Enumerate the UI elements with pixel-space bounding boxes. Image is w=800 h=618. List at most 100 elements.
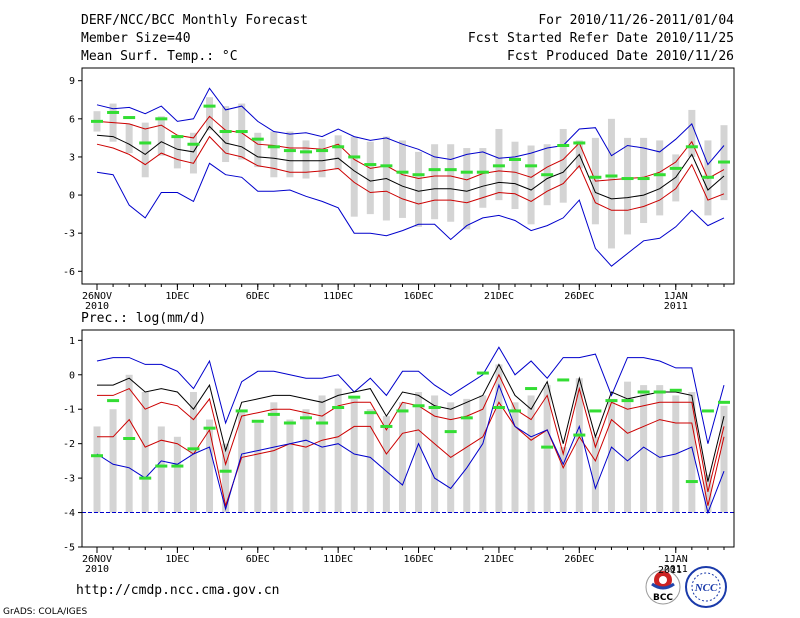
x-tick-label: 11DEC (323, 291, 353, 302)
ensemble-box-5 (157, 116, 165, 156)
x-tick-label: 26DEC (564, 291, 594, 302)
y-tick-label: 0 (69, 370, 75, 381)
x-tick-label: 6DEC (246, 554, 270, 565)
series-max-line (96, 346, 725, 444)
ncc-logo: NCC (685, 566, 727, 608)
series-max-line (96, 87, 725, 166)
ensemble-box-35 (640, 385, 648, 513)
y-tick-label: -1 (63, 405, 75, 416)
x-tick-label: 26NOV (82, 291, 112, 302)
ensemble-box-12 (270, 402, 278, 513)
plot-frame (81, 329, 735, 548)
ensemble-box-22 (431, 395, 439, 513)
ensemble-box-21 (415, 151, 423, 227)
ensemble-box-33 (607, 398, 615, 513)
series-p75-line (97, 373, 725, 493)
ensemble-box-25 (479, 148, 487, 208)
ensemble-box-24 (463, 148, 471, 230)
ensemble-box-20 (398, 140, 406, 218)
x-tick-label: 1DEC (165, 554, 189, 565)
footer-url[interactable]: http://cmdp.ncc.cma.gov.cn (76, 583, 280, 598)
ensemble-box-33 (607, 118, 615, 249)
series-p75-line (96, 115, 725, 182)
ensemble-box-4 (141, 122, 149, 178)
ensemble-box-16 (334, 135, 342, 170)
series-p25-line (97, 401, 725, 508)
header-start-date: Fcst Started Refer Date 2010/11/25 (468, 31, 734, 46)
x-tick-label: 16DEC (403, 554, 433, 565)
ensemble-box-8 (206, 419, 214, 513)
ensemble-box-6 (173, 136, 181, 169)
ensemble-box-28 (527, 145, 535, 225)
x-tick-year: 2010 (85, 564, 109, 575)
x-tick-label: 11DEC (323, 554, 353, 565)
ensemble-box-16 (334, 388, 342, 513)
ensemble-box-12 (270, 131, 278, 178)
ensemble-box-30 (559, 447, 567, 513)
ensemble-box-30 (559, 128, 567, 203)
ensemble-box-15 (318, 395, 326, 513)
series-min-line (96, 162, 725, 267)
ensemble-box-19 (382, 416, 390, 513)
ensemble-box-27 (511, 141, 519, 210)
ensemble-box-36 (656, 140, 664, 216)
x-tick-label: 16DEC (403, 291, 433, 302)
ncc-logo-text: NCC (694, 582, 718, 594)
ensemble-box-20 (398, 402, 406, 513)
x-tick-label: 21DEC (484, 291, 514, 302)
x-tick-label: 1JAN (664, 554, 688, 565)
ensemble-box-35 (640, 137, 648, 224)
ensemble-box-26 (495, 364, 503, 513)
series-median-line (96, 125, 725, 200)
ensemble-box-23 (447, 144, 455, 222)
ensemble-box-4 (141, 392, 149, 513)
plot-frame (81, 67, 735, 285)
y-tick-label: -6 (63, 267, 75, 278)
ensemble-box-9 (222, 443, 230, 513)
y-tick-label: -3 (63, 229, 75, 240)
ensemble-box-36 (656, 385, 664, 513)
ensemble-box-13 (286, 419, 294, 513)
ensemble-box-3 (125, 374, 133, 513)
ensemble-box-24 (463, 398, 471, 513)
header-member-size: Member Size=40 (81, 31, 191, 46)
ensemble-box-40 (720, 405, 728, 513)
ensemble-box-17 (350, 398, 358, 513)
ensemble-box-7 (189, 392, 197, 513)
ensemble-box-38 (688, 392, 696, 513)
ensemble-box-8 (206, 97, 214, 131)
ensemble-box-34 (624, 381, 632, 513)
ensemble-box-15 (318, 139, 326, 178)
series-p25-line (96, 135, 725, 211)
series-min-line (96, 383, 725, 515)
ensemble-box-29 (543, 385, 551, 513)
ensemble-box-13 (286, 131, 294, 178)
y-tick-label: 0 (69, 191, 75, 202)
ensemble-box-10 (238, 412, 246, 513)
ensemble-box-14 (302, 140, 310, 179)
ensemble-box-31 (575, 378, 583, 513)
ensemble-box-9 (222, 106, 230, 163)
bcc-logo: BCC (645, 569, 681, 605)
ensemble-box-38 (688, 109, 696, 157)
x-tick-label: 21DEC (484, 554, 514, 565)
ensemble-box-18 (366, 409, 374, 513)
x-tick-year: 2011 (664, 564, 688, 575)
y-tick-label: 6 (69, 114, 75, 125)
y-tick-label: -4 (63, 508, 75, 519)
ensemble-box-14 (302, 409, 310, 513)
ensemble-box-39 (704, 474, 712, 513)
x-tick-label: 6DEC (246, 291, 270, 302)
header-produced-date: Fcst Produced Date 2010/11/26 (507, 49, 734, 64)
x-tick-label: 26DEC (564, 554, 594, 565)
ensemble-box-11 (254, 423, 262, 513)
y-tick-label: 9 (69, 76, 75, 87)
x-tick-year: 2010 (85, 301, 109, 312)
y-tick-label: 3 (69, 152, 75, 163)
x-tick-label: 26NOV (82, 554, 112, 565)
y-tick-label: 1 (69, 336, 75, 347)
y-tick-label: -3 (63, 474, 75, 485)
ensemble-box-21 (415, 392, 423, 513)
